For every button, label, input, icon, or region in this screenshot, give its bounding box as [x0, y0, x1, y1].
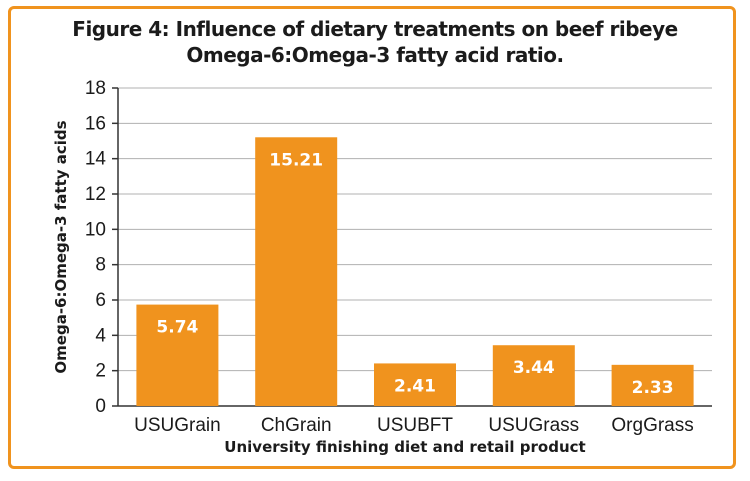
bar: [136, 304, 219, 406]
y-tick-label: 16: [85, 113, 106, 134]
chart-title-line-1: Figure 4: Influence of dietary treatment…: [72, 17, 678, 41]
y-tick-label: 18: [85, 78, 106, 99]
bar-value-label: 2.33: [632, 378, 674, 398]
x-tick-label: USUGrain: [134, 415, 221, 436]
bar-value-label: 5.74: [156, 318, 198, 338]
bar: [374, 363, 456, 406]
bar-value-label: 3.44: [513, 358, 555, 378]
y-tick-label: 6: [95, 290, 106, 311]
bar: [492, 345, 575, 406]
y-tick-label: 12: [85, 184, 106, 205]
bar: [611, 364, 694, 406]
y-tick-label: 14: [85, 149, 107, 170]
y-axis-title: Omega-6:Omega-3 fatty acids: [52, 120, 70, 373]
x-tick-label: USUGrass: [488, 415, 579, 436]
bar-value-label: 15.21: [269, 150, 323, 170]
x-tick-label: USUBFT: [377, 415, 453, 436]
y-tick-label: 8: [95, 255, 106, 276]
y-tick-label: 10: [85, 219, 106, 240]
y-tick-label: 2: [95, 361, 106, 382]
y-tick-label: 0: [95, 396, 106, 417]
x-axis-title: University finishing diet and retail pro…: [224, 438, 585, 456]
x-tick-label: ChGrain: [261, 415, 332, 436]
y-tick-label: 4: [95, 325, 106, 346]
bar: [255, 137, 338, 407]
x-tick-label: OrgGrass: [611, 415, 693, 436]
chart-title-line-2: Omega-6:Omega-3 fatty acid ratio.: [186, 43, 564, 67]
bar-value-label: 2.41: [394, 376, 436, 396]
